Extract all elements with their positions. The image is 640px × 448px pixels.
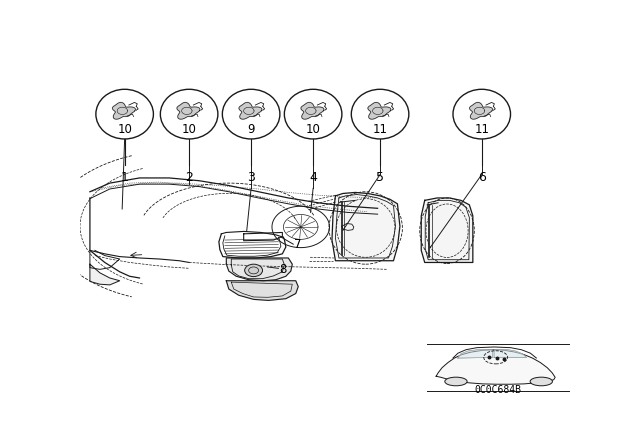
Ellipse shape [96, 89, 154, 139]
Text: 0C0C684B: 0C0C684B [474, 385, 521, 395]
Polygon shape [494, 350, 527, 358]
Ellipse shape [351, 89, 409, 139]
Polygon shape [301, 103, 324, 119]
Polygon shape [421, 198, 473, 263]
Polygon shape [227, 281, 298, 301]
Ellipse shape [445, 377, 467, 386]
Ellipse shape [284, 89, 342, 139]
Text: 11: 11 [474, 123, 489, 136]
Text: 4: 4 [309, 171, 317, 184]
Polygon shape [177, 103, 200, 119]
Text: 3: 3 [247, 171, 255, 184]
Polygon shape [470, 103, 493, 119]
Text: 9: 9 [248, 123, 255, 136]
Text: 10: 10 [306, 123, 321, 136]
Polygon shape [239, 103, 262, 119]
Circle shape [244, 264, 262, 276]
Text: 10: 10 [182, 123, 196, 136]
Polygon shape [458, 350, 493, 358]
Text: 7: 7 [294, 238, 302, 251]
Text: 5: 5 [376, 171, 384, 184]
Text: 8: 8 [280, 263, 287, 276]
Polygon shape [368, 103, 391, 119]
Text: 6: 6 [478, 171, 486, 184]
Text: 1: 1 [121, 171, 129, 184]
Polygon shape [227, 258, 292, 281]
Text: 10: 10 [117, 123, 132, 136]
Polygon shape [90, 264, 120, 285]
Polygon shape [332, 193, 400, 261]
Ellipse shape [530, 377, 552, 386]
Polygon shape [113, 103, 136, 119]
Text: 11: 11 [372, 123, 388, 136]
Text: 2: 2 [185, 171, 193, 184]
Ellipse shape [161, 89, 218, 139]
Ellipse shape [453, 89, 511, 139]
Polygon shape [436, 350, 555, 384]
Ellipse shape [222, 89, 280, 139]
